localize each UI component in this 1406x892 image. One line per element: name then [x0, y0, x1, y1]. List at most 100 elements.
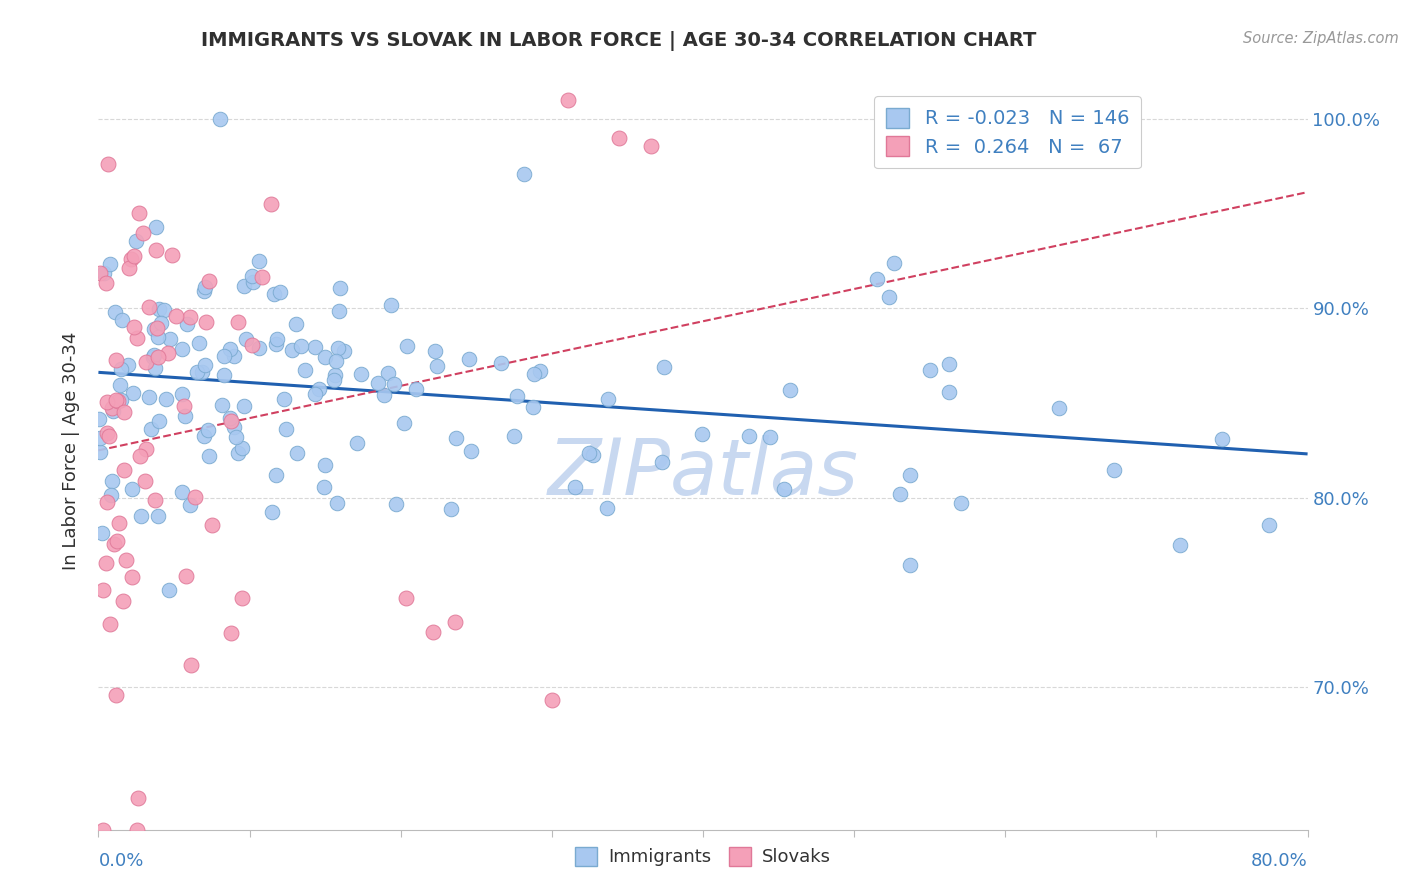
Point	[89, 266, 111, 280]
Point	[117, 358, 139, 372]
Point	[138, 390, 160, 404]
Point	[312, 480, 335, 494]
Point	[640, 138, 662, 153]
Point	[446, 432, 468, 446]
Point	[110, 393, 132, 408]
Point	[333, 343, 356, 358]
Point	[143, 348, 166, 362]
Point	[294, 363, 316, 377]
Text: 80.0%: 80.0%	[1251, 852, 1308, 871]
Point	[877, 290, 900, 304]
Point	[266, 332, 288, 346]
Point	[148, 301, 170, 316]
Point	[557, 93, 579, 107]
Point	[326, 496, 349, 510]
Point	[139, 422, 162, 436]
Point	[148, 330, 170, 344]
Point	[96, 426, 118, 441]
Point	[100, 401, 122, 415]
Point	[304, 340, 326, 354]
Point	[918, 363, 941, 377]
Point	[595, 501, 617, 516]
Point	[122, 386, 145, 401]
Point	[607, 131, 630, 145]
Point	[232, 279, 254, 293]
Point	[460, 444, 482, 458]
Y-axis label: In Labor Force | Age 30-34: In Labor Force | Age 30-34	[62, 331, 80, 570]
Point	[209, 112, 232, 126]
Point	[125, 822, 148, 837]
Point	[385, 497, 408, 511]
Point	[110, 377, 132, 392]
Point	[100, 488, 122, 502]
Point	[100, 257, 122, 271]
Point	[269, 285, 291, 299]
Point	[87, 412, 110, 426]
Point	[183, 491, 205, 505]
Point	[172, 387, 194, 401]
Point	[242, 275, 264, 289]
Point	[198, 450, 221, 464]
Point	[128, 206, 150, 220]
Point	[96, 495, 118, 509]
Point	[222, 349, 245, 363]
Point	[120, 252, 142, 266]
Point	[405, 382, 427, 396]
Point	[90, 526, 112, 541]
Point	[155, 392, 177, 406]
Point	[226, 315, 249, 329]
Point	[219, 414, 242, 428]
Point	[138, 300, 160, 314]
Point	[304, 386, 326, 401]
Point	[218, 342, 240, 356]
Point	[142, 322, 165, 336]
Point	[1257, 518, 1279, 533]
Point	[262, 505, 284, 519]
Point	[108, 516, 131, 530]
Point	[285, 318, 308, 332]
Point	[211, 398, 233, 412]
Point	[121, 570, 143, 584]
Point	[273, 392, 295, 406]
Point	[231, 591, 253, 606]
Point	[314, 458, 336, 472]
Point	[240, 337, 263, 351]
Point	[89, 445, 111, 459]
Point	[247, 253, 270, 268]
Point	[392, 416, 415, 430]
Point	[1168, 539, 1191, 553]
Point	[219, 626, 242, 640]
Point	[145, 244, 167, 258]
Point	[458, 351, 481, 366]
Point	[373, 388, 395, 402]
Point	[104, 393, 127, 408]
Point	[104, 305, 127, 319]
Point	[201, 517, 224, 532]
Point	[938, 357, 960, 371]
Point	[582, 448, 605, 462]
Point	[898, 558, 921, 572]
Point	[395, 591, 418, 606]
Point	[738, 429, 761, 443]
Point	[513, 167, 536, 181]
Point	[146, 320, 169, 334]
Point	[190, 365, 212, 379]
Point	[104, 353, 127, 368]
Text: 0.0%: 0.0%	[98, 852, 143, 871]
Point	[652, 360, 675, 375]
Point	[98, 617, 121, 632]
Point	[156, 345, 179, 359]
Point	[112, 405, 135, 419]
Point	[250, 270, 273, 285]
Point	[773, 483, 796, 497]
Point	[443, 615, 465, 629]
Point	[111, 313, 134, 327]
Point	[377, 366, 399, 380]
Point	[367, 376, 389, 391]
Point	[225, 430, 247, 444]
Point	[188, 336, 211, 351]
Point	[1047, 401, 1070, 415]
Point	[127, 790, 149, 805]
Point	[266, 337, 288, 351]
Point	[179, 310, 201, 325]
